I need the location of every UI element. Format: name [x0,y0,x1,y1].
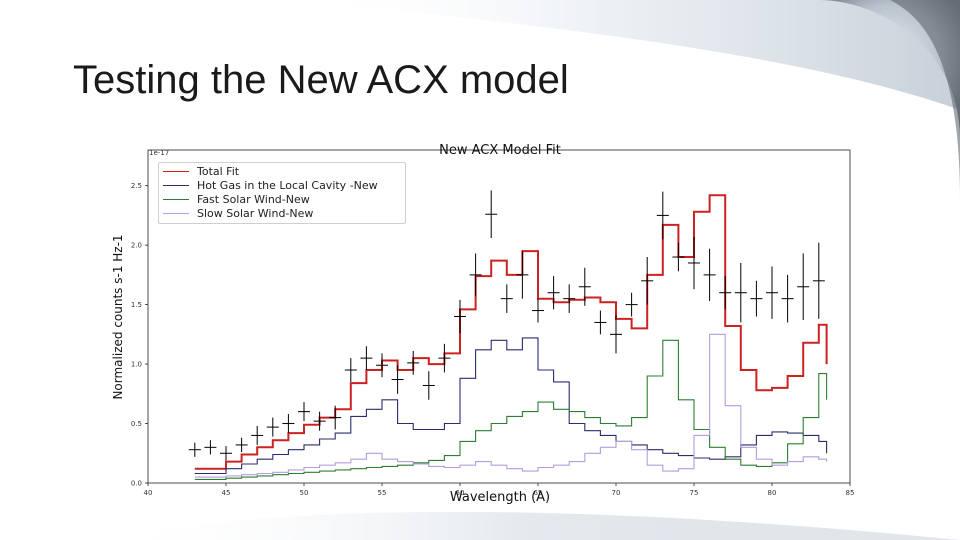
x-tick-label: 80 [768,489,777,497]
series-line [194,333,828,478]
series-line [194,194,828,470]
y-axis-label: Normalized counts s-1 Hz-1 [111,234,125,399]
legend-item-hot-gas: Hot Gas in the Local Cavity -New [163,178,378,192]
legend-swatch [163,198,189,200]
x-tick-label: 65 [534,489,543,497]
legend-swatch [163,170,189,172]
y-tick-label: 2.5 [131,182,142,190]
chart-svg: 40 45 50 55 60 65 70 75 80 85 0.0 0.5 1.0 1.5 2.0 2.5 N… [111,143,855,505]
legend-item-total-fit: Total Fit [163,164,239,178]
x-tick-label: 70 [612,489,621,497]
x-tick-label: 60 [456,489,465,497]
legend-swatch [163,184,189,186]
x-tick-label: 45 [222,489,231,497]
series-line [194,339,828,480]
chart-title: New ACX Model Fit [439,143,561,158]
chart-legend: Total Fit Hot Gas in the Local Cavity -N… [158,162,406,224]
legend-label: Fast Solar Wind-New [197,192,310,206]
legend-swatch [163,212,189,214]
scale-label: 1e-17 [149,149,169,157]
x-tick-label: 75 [690,489,699,497]
slide-title: Testing the New ACX model [73,58,569,102]
y-tick-label: 2.0 [131,242,142,250]
plot-frame [147,149,851,484]
legend-item-slow-solar-wind: Slow Solar Wind-New [163,206,313,220]
x-tick-label: 55 [378,489,387,497]
y-tick-label: 1.0 [131,361,142,369]
y-tick-label: 0.5 [131,420,142,428]
legend-label: Total Fit [197,164,240,178]
y-tick-label: 0.0 [131,480,142,488]
series-line [194,337,828,475]
legend-label: Hot Gas in the Local Cavity -New [197,178,378,192]
x-tick-label: 40 [144,489,153,497]
legend-label: Slow Solar Wind-New [197,206,314,220]
legend-item-fast-solar-wind: Fast Solar Wind-New [163,192,310,206]
x-tick-label: 85 [846,489,855,497]
x-axis-label: Wavelength (A) [450,490,550,505]
x-tick-label: 50 [300,489,309,497]
y-tick-label: 1.5 [131,301,142,309]
